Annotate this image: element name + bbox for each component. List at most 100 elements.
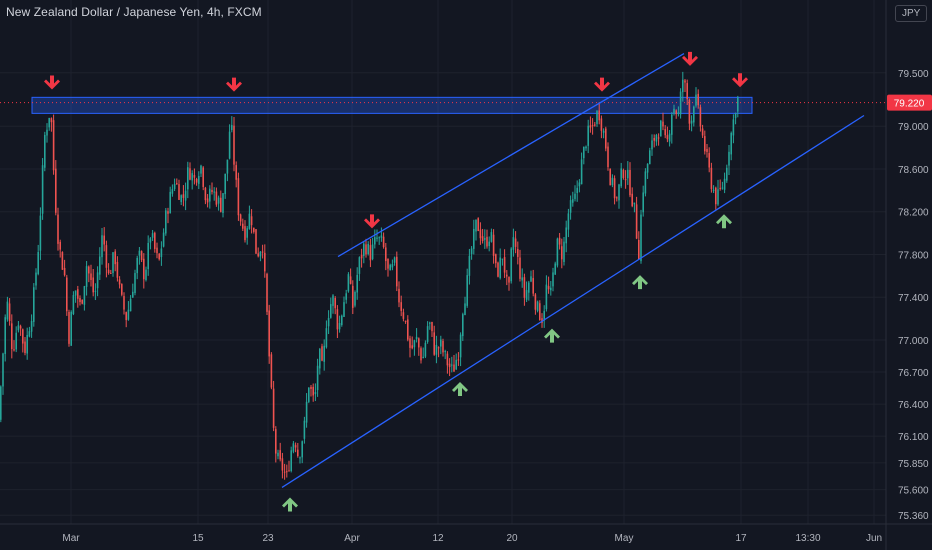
candle [44,131,46,172]
candle [299,456,301,464]
candle [206,194,209,208]
candle-body [525,290,528,300]
candle-body [708,153,710,168]
candle-body [288,470,290,472]
candle [539,300,541,321]
candle [83,285,86,311]
candle [248,205,251,230]
candle [490,228,493,243]
candle [567,208,570,238]
candle [151,229,154,241]
candle [413,339,416,356]
candle-body [675,110,677,115]
candle-body [734,113,737,119]
candle-body [561,246,563,260]
candle [651,134,653,156]
candle [303,416,306,444]
candle [13,340,15,352]
candle-body [539,303,541,321]
currency-badge[interactable]: JPY [895,5,928,22]
candle [611,174,614,188]
candle [591,118,594,135]
candle [424,340,427,359]
candle [308,387,310,404]
candle [561,238,563,269]
candle-body [512,237,515,250]
candle-body [587,125,589,146]
candle-body [563,241,565,262]
candle-body [574,193,576,199]
candle-body [123,296,125,310]
candle [587,119,589,154]
candle-body [90,273,92,281]
candle-body [514,238,517,247]
candle [468,248,471,285]
candle [644,168,647,197]
candle-body [294,445,297,448]
candle [508,276,510,291]
candle [358,256,361,281]
candle-body [59,241,61,250]
candle-body [323,345,325,362]
candle-body [668,133,671,142]
candle [217,195,220,211]
candle [444,349,446,360]
candle [596,109,598,127]
candle-body [391,264,394,268]
candle-body [321,346,323,361]
candle-body [602,130,605,133]
candle-body [660,120,662,137]
candle [24,336,26,356]
candle [4,314,6,362]
candle-body [455,359,457,370]
candle [26,327,28,360]
candle-body [591,125,594,127]
candle-body [510,248,512,282]
candle [110,269,112,274]
candle [525,281,528,303]
candle-body [404,320,407,322]
candle [105,240,108,278]
candle-body [646,163,649,173]
candle [312,383,314,402]
candle [536,300,539,313]
candle [699,104,702,132]
candle-body [547,286,550,290]
candle [343,296,345,317]
candle-body [501,258,504,260]
candle-body [710,167,713,190]
candle-body [360,254,363,259]
candle-body [459,334,462,358]
candle-body [442,340,444,353]
candle-body [189,168,191,180]
candle-body [536,301,539,311]
candle [666,126,669,143]
candle-body [585,146,587,149]
candle-body [580,159,583,185]
candle [165,208,167,236]
candle-body [697,93,699,106]
candle [585,145,587,151]
candle [572,191,574,207]
candle-body [140,251,143,260]
candle [35,268,37,290]
candle-body [609,168,611,186]
candle-body [530,276,532,282]
candle-body [693,106,695,123]
candle [717,179,719,206]
candle-body [699,107,702,127]
candle-body [640,214,642,262]
candle [464,296,466,316]
candle [497,261,499,278]
candle-body [101,235,103,258]
candle-body [158,253,160,260]
candle-body [554,263,556,275]
candle [270,352,273,390]
candle [723,172,726,194]
candle-body [184,190,187,201]
candle-body [347,274,350,292]
candle [360,248,363,268]
candle-body [704,136,706,152]
